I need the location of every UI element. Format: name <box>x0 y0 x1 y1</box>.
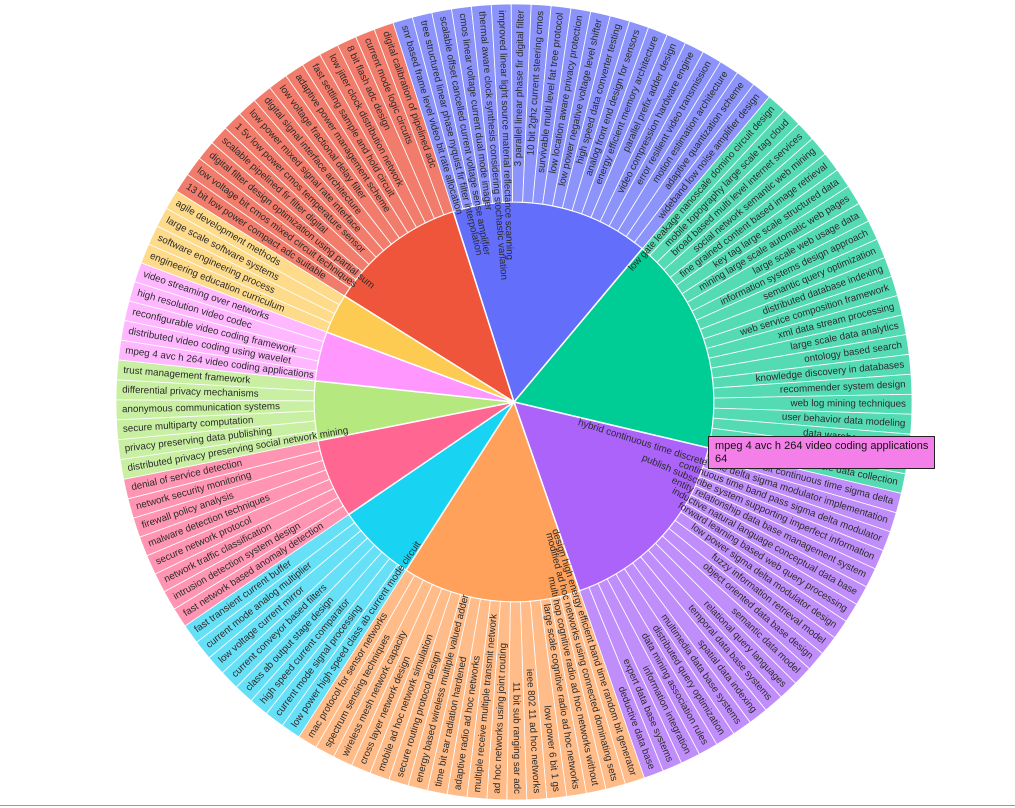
bottom-divider <box>0 805 1015 806</box>
sunburst-leaf-label: web log mining techniques <box>789 398 906 410</box>
sunburst-leaf-label: 11 bit sub ranging sar adc <box>510 682 522 794</box>
sunburst-leaf-label: 3 parallel linear phase fir digital filt… <box>513 9 527 166</box>
tooltip-label: mpeg 4 avc h 264 video coding applicatio… <box>715 440 929 452</box>
tooltip-value: 64 <box>715 453 728 465</box>
sunburst-leaf-label: anonymous communication systems <box>122 401 280 415</box>
sunburst-leaf-segment[interactable] <box>165 190 345 306</box>
hover-tooltip: mpeg 4 avc h 264 video coding applicatio… <box>708 436 936 469</box>
sunburst-leaf-label: differential privacy mechanisms <box>122 385 259 400</box>
sunburst-center <box>512 400 516 404</box>
